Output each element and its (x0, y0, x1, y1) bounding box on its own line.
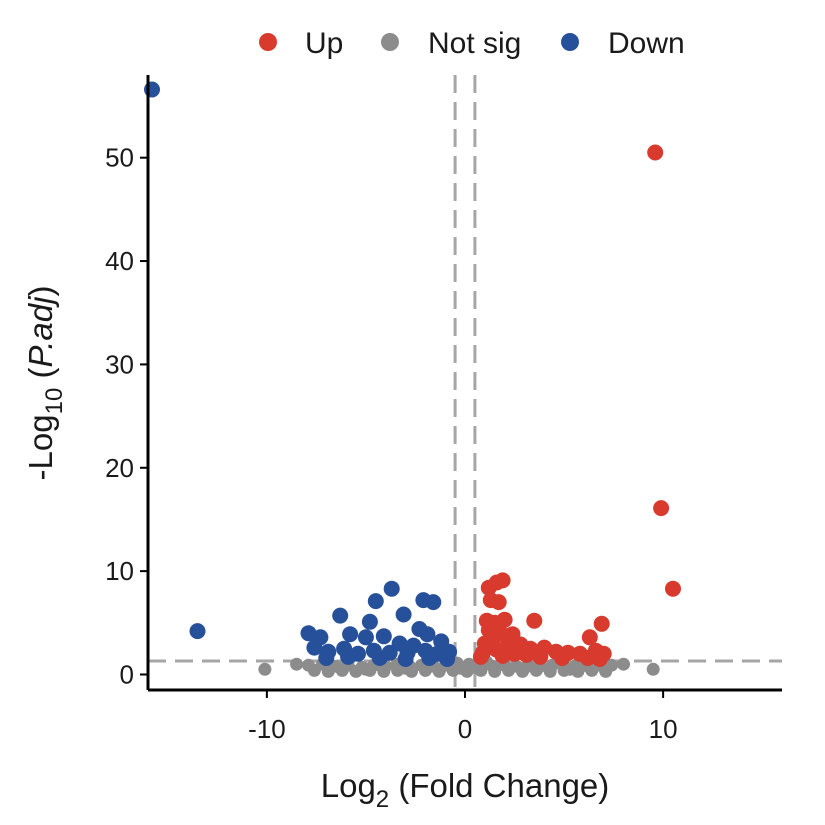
point-up (653, 500, 670, 517)
point-up (526, 612, 543, 629)
point-up (554, 650, 571, 666)
point-down (342, 626, 359, 643)
point-up (472, 648, 489, 665)
point-not-sig (646, 662, 660, 676)
point-not-sig (529, 663, 543, 677)
point-up (593, 615, 610, 632)
point-not-sig (599, 664, 613, 678)
point-not-sig (290, 657, 304, 671)
legend-marker-down (561, 33, 579, 51)
point-down (421, 650, 438, 666)
y-tick-label: 30 (105, 349, 134, 379)
legend-label-up: Up (305, 27, 343, 60)
point-up (496, 611, 513, 628)
point-not-sig (349, 664, 363, 678)
point-down (367, 593, 384, 610)
point-not-sig (335, 663, 349, 677)
point-up (579, 650, 596, 666)
point-up (591, 651, 608, 667)
point-down (439, 651, 456, 667)
point-not-sig (543, 664, 557, 678)
point-down (397, 651, 414, 667)
x-axis-ticks: -10 0 10 (248, 690, 678, 744)
x-tick-label: -10 (248, 714, 286, 744)
point-not-sig (307, 663, 321, 677)
point-up (494, 572, 511, 589)
point-up (490, 594, 507, 611)
point-down (383, 580, 400, 597)
point-not-sig (454, 661, 468, 675)
point-not-sig (359, 662, 373, 676)
y-axis-ticks: 0 10 20 30 40 50 (105, 143, 148, 689)
point-down (332, 607, 349, 624)
point-up (581, 629, 598, 646)
point-not-sig (517, 661, 531, 675)
point-not-sig (617, 657, 630, 671)
y-axis-title: -Log10 (P.adj) (22, 286, 68, 481)
point-up (506, 645, 523, 662)
point-down (395, 606, 412, 623)
legend-label-not-sig: Not sig (428, 27, 521, 60)
point-not-sig (258, 662, 272, 676)
point-down (375, 628, 392, 645)
point-not-sig (321, 664, 335, 678)
x-tick-label: 0 (458, 714, 472, 744)
legend-marker-up (259, 33, 277, 51)
y-tick-label: 40 (105, 246, 134, 276)
point-up (494, 647, 511, 664)
y-tick-label: 20 (105, 453, 134, 483)
point-not-sig (488, 664, 502, 678)
point-down (144, 81, 160, 98)
point-up (532, 648, 549, 665)
point-not-sig (585, 663, 599, 677)
point-down (357, 629, 374, 646)
point-down (425, 594, 442, 611)
legend-marker-not-sig (381, 33, 399, 51)
legend-label-down: Down (608, 27, 685, 60)
x-tick-label: 10 (649, 714, 678, 744)
point-not-sig (502, 663, 516, 677)
y-tick-label: 0 (120, 659, 134, 689)
data-points (144, 81, 681, 678)
y-tick-label: 10 (105, 556, 134, 586)
point-up (647, 144, 664, 161)
point-up (665, 580, 681, 597)
point-down (340, 648, 357, 665)
point-not-sig (432, 664, 446, 678)
point-down (306, 639, 323, 656)
point-not-sig (563, 662, 577, 676)
point-down (419, 626, 436, 643)
axes: 0 10 20 30 40 50 -10 0 10 (105, 75, 782, 744)
point-down (318, 650, 335, 666)
point-up (518, 646, 535, 663)
x-axis-title: Log2 (Fold Change) (321, 767, 610, 813)
y-tick-label: 50 (105, 143, 134, 173)
point-not-sig (377, 664, 391, 678)
point-down (371, 650, 388, 666)
point-down (361, 613, 378, 630)
point-down (189, 623, 206, 640)
cutoff-lines (148, 75, 782, 690)
legend: Up Not sig Down (259, 27, 685, 60)
